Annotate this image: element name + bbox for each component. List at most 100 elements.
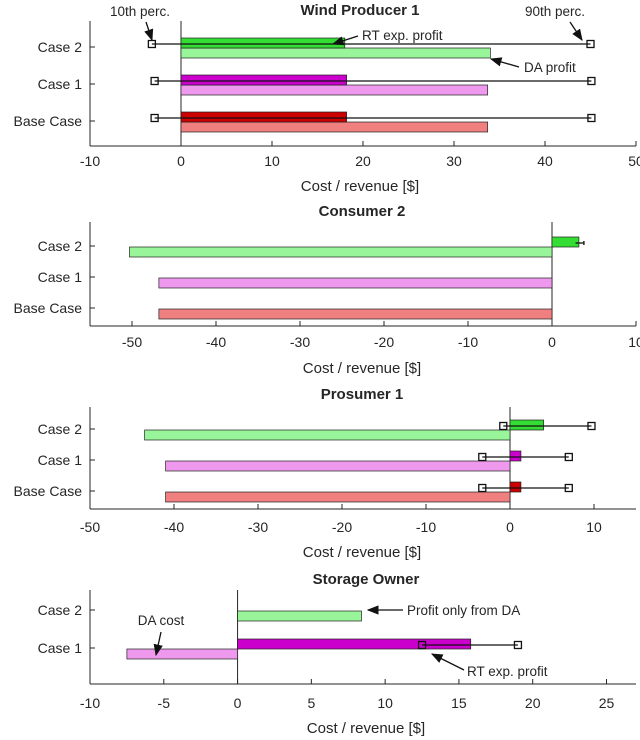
x-tick-label: -20 xyxy=(332,519,352,535)
annotation-profit-only-from-da: Profit only from DA xyxy=(407,603,520,618)
x-tick-label: 0 xyxy=(506,519,514,535)
arrow-90th-perc xyxy=(569,21,583,41)
panel-wind-producer-1: Wind Producer 1 -10 0 10 20 30 40 50 Case 2 Case… xyxy=(14,2,640,195)
x-tick-label: 30 xyxy=(446,153,462,169)
y-tick-label: Base Case xyxy=(14,483,83,499)
bar-rt xyxy=(180,111,347,123)
x-tick-label: -40 xyxy=(206,334,226,350)
y-tick-label: Case 1 xyxy=(38,452,83,468)
x-tick-label: -5 xyxy=(158,695,171,711)
title-consumer-2: Consumer 2 xyxy=(319,203,406,220)
x-tick-label: 20 xyxy=(525,695,541,711)
x-tick-label: 15 xyxy=(451,695,467,711)
arrow-10th-perc xyxy=(144,21,154,42)
bar-rt xyxy=(509,481,522,493)
percentile-10-marker xyxy=(150,76,159,86)
x-tick-label: -30 xyxy=(248,519,268,535)
percentile-90-marker xyxy=(587,113,596,123)
title-wind-producer-1: Wind Producer 1 xyxy=(300,2,419,19)
x-tick-label: 10 xyxy=(628,334,640,350)
annotation-da-cost: DA cost xyxy=(138,613,185,628)
plot-storage-owner: -10 -5 0 5 10 15 20 25 Case 2 Case 1 xyxy=(38,590,636,711)
x-tick-label: 0 xyxy=(177,153,185,169)
x-tick-label: 10 xyxy=(264,153,280,169)
x-tick-label: -50 xyxy=(122,334,142,350)
xlabel-consumer-2: Cost / revenue [$] xyxy=(303,360,421,377)
x-tick-label: -40 xyxy=(164,519,184,535)
bar-da xyxy=(144,429,511,441)
bar-da xyxy=(180,47,491,59)
bar-da xyxy=(237,610,362,622)
y-tick-label: Base Case xyxy=(14,300,83,316)
x-tick-label: 25 xyxy=(599,695,615,711)
bar-da xyxy=(165,491,511,503)
bar-da xyxy=(180,84,489,96)
bar-da xyxy=(126,648,238,660)
y-tick-label: Case 1 xyxy=(38,76,83,92)
x-tick-label: 0 xyxy=(234,695,242,711)
annotation-da-profit: DA profit xyxy=(524,60,576,75)
bar-rt xyxy=(551,236,580,248)
xlabel-wind-producer-1: Cost / revenue [$] xyxy=(301,178,419,195)
bar-rt xyxy=(509,450,522,462)
xlabel-prosumer-1: Cost / revenue [$] xyxy=(303,544,421,561)
arrow-rt-exp-profit xyxy=(331,35,359,46)
percentile-10-marker xyxy=(150,113,159,123)
percentile-90-marker xyxy=(587,421,596,431)
panel-consumer-2: Consumer 2 -50 -40 -30 -20 -10 0 10 Case 2 Case … xyxy=(14,203,640,377)
bar-rt xyxy=(180,74,347,86)
x-tick-label: 20 xyxy=(355,153,371,169)
bar-da xyxy=(129,246,553,258)
percentile-90-marker xyxy=(564,452,573,462)
arrow-da-cost xyxy=(153,631,163,657)
bar-da xyxy=(165,460,511,472)
percentile-90-marker xyxy=(513,640,523,650)
x-tick-label: 5 xyxy=(307,695,315,711)
percentile-10-marker xyxy=(499,421,508,431)
title-storage-owner: Storage Owner xyxy=(313,571,420,588)
x-tick-label: 10 xyxy=(586,519,602,535)
bar-da xyxy=(158,277,553,289)
bar-da xyxy=(158,308,553,320)
xlabel-storage-owner: Cost / revenue [$] xyxy=(307,720,425,737)
annotation-10th-perc: 10th perc. xyxy=(110,4,170,19)
percentile-10-marker xyxy=(417,640,427,650)
percentile-10-marker xyxy=(478,452,487,462)
x-tick-label: 10 xyxy=(377,695,393,711)
x-tick-label: 0 xyxy=(548,334,556,350)
y-tick-label: Case 2 xyxy=(38,39,83,55)
arrow-rt-exp-profit-storage xyxy=(430,653,465,671)
percentile-90-marker xyxy=(587,76,596,86)
x-tick-label: -10 xyxy=(458,334,478,350)
title-prosumer-1: Prosumer 1 xyxy=(321,386,404,403)
percentile-90-marker xyxy=(564,483,573,493)
bar-rt xyxy=(509,419,544,431)
x-tick-label: -30 xyxy=(290,334,310,350)
y-tick-label: Case 1 xyxy=(38,269,83,285)
bar-rt xyxy=(237,638,472,650)
annotation-rt-exp-profit: RT exp. profit xyxy=(362,28,443,43)
x-tick-label: -10 xyxy=(80,695,100,711)
bar-da xyxy=(180,121,489,133)
y-tick-label: Case 2 xyxy=(38,421,83,437)
panel-storage-owner: Storage Owner -10 -5 0 5 10 15 20 25 Case 2 Case … xyxy=(38,571,636,737)
panel-prosumer-1: Prosumer 1 -50 -40 -30 -20 -10 0 10 Case 2 Case … xyxy=(14,386,636,561)
bar-rt xyxy=(180,37,346,49)
x-tick-label: -50 xyxy=(80,519,100,535)
plot-consumer-2: -50 -40 -30 -20 -10 0 10 Case 2 Case 1 Base Case xyxy=(14,222,640,350)
y-tick-label: Base Case xyxy=(14,113,83,129)
percentile-10-marker xyxy=(478,483,487,493)
y-tick-label: Case 2 xyxy=(38,602,83,618)
x-tick-label: 40 xyxy=(537,153,553,169)
x-tick-label: -10 xyxy=(416,519,436,535)
plot-wind-producer-1: -10 0 10 20 30 40 50 Case 2 Case 1 Base Case xyxy=(14,21,640,169)
annotation-rt-exp-profit-storage: RT exp. profit xyxy=(467,664,548,679)
y-tick-label: Case 1 xyxy=(38,640,83,656)
x-tick-label: -10 xyxy=(80,153,100,169)
plot-prosumer-1: -50 -40 -30 -20 -10 0 10 Case 2 Case 1 Base Case xyxy=(14,407,636,535)
x-tick-label: 50 xyxy=(628,153,640,169)
y-tick-label: Case 2 xyxy=(38,238,83,254)
annotation-90th-perc: 90th perc. xyxy=(525,4,585,19)
arrow-da-profit xyxy=(489,57,520,68)
